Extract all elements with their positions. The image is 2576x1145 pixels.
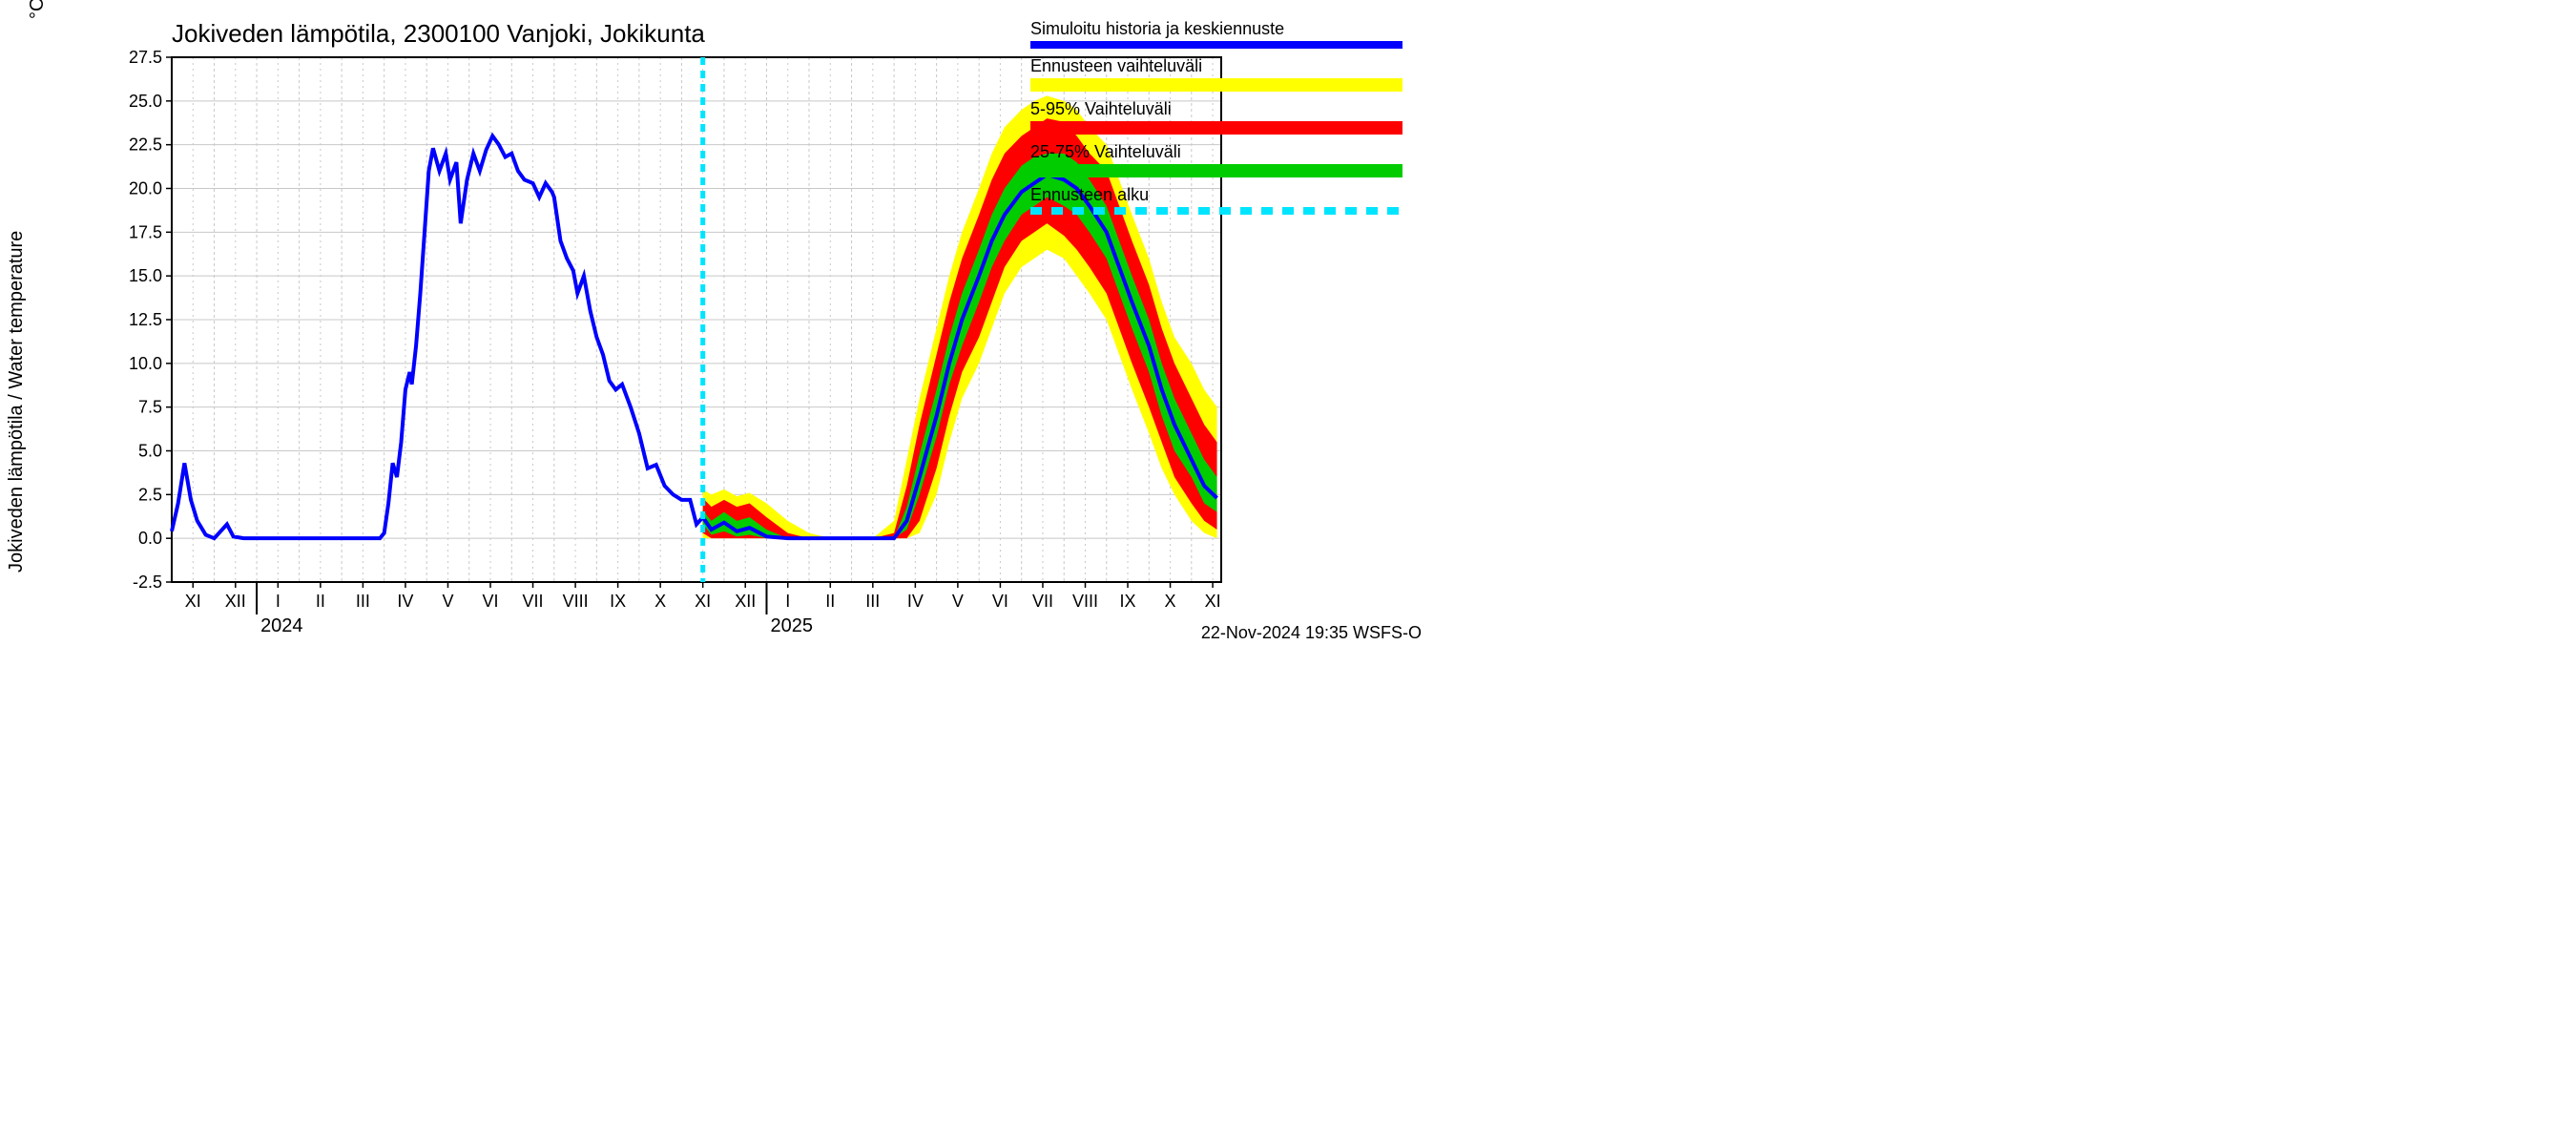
y-axis-label: Jokiveden lämpötila / Water temperature: [6, 231, 28, 572]
legend-entry: Ennusteen alku: [1030, 185, 1412, 215]
legend-label: Ennusteen alku: [1030, 185, 1412, 205]
y-tick-label: 20.0: [129, 179, 162, 198]
x-month-label: I: [276, 592, 280, 611]
x-month-label: III: [865, 592, 880, 611]
x-month-label: IX: [610, 592, 626, 611]
legend-swatch: [1030, 78, 1402, 92]
x-month-label: XI: [695, 592, 711, 611]
x-month-label: XII: [225, 592, 246, 611]
legend-label: 5-95% Vaihteluväli: [1030, 99, 1412, 119]
y-tick-label: 0.0: [138, 529, 162, 548]
x-month-label: V: [952, 592, 964, 611]
chart-container: °C Jokiveden lämpötila / Water temperatu…: [0, 0, 1431, 649]
x-month-label: IX: [1120, 592, 1136, 611]
x-year-label: 2024: [260, 615, 303, 636]
x-month-label: VIII: [1072, 592, 1098, 611]
x-month-label: II: [825, 592, 835, 611]
legend-swatch: [1030, 207, 1402, 215]
x-month-label: III: [356, 592, 370, 611]
legend-swatch: [1030, 164, 1402, 177]
x-month-label: XII: [735, 592, 756, 611]
y-tick-label: 15.0: [129, 266, 162, 285]
legend-entry: Simuloitu historia ja keskiennuste: [1030, 19, 1412, 49]
legend-entry: 25-75% Vaihteluväli: [1030, 142, 1412, 177]
legend-swatch: [1030, 121, 1402, 135]
x-year-label: 2025: [770, 615, 813, 636]
y-tick-label: 12.5: [129, 310, 162, 329]
x-month-label: I: [785, 592, 790, 611]
legend-entry: 5-95% Vaihteluväli: [1030, 99, 1412, 135]
y-tick-label: 27.5: [129, 48, 162, 67]
y-tick-label: 17.5: [129, 222, 162, 241]
legend-label: Ennusteen vaihteluväli: [1030, 56, 1412, 76]
x-month-label: VIII: [563, 592, 589, 611]
x-month-label: II: [316, 592, 325, 611]
x-month-label: VII: [523, 592, 544, 611]
y-tick-label: 25.0: [129, 92, 162, 111]
legend-entry: Ennusteen vaihteluväli: [1030, 56, 1412, 92]
legend-label: Simuloitu historia ja keskiennuste: [1030, 19, 1412, 39]
x-month-label: XI: [185, 592, 201, 611]
chart-footer: 22-Nov-2024 19:35 WSFS-O: [1201, 623, 1422, 643]
x-month-label: X: [654, 592, 666, 611]
y-unit-label: °C: [27, 0, 49, 19]
x-month-label: XI: [1205, 592, 1221, 611]
y-tick-label: 5.0: [138, 442, 162, 461]
x-month-label: VII: [1032, 592, 1053, 611]
legend-label: 25-75% Vaihteluväli: [1030, 142, 1412, 162]
x-month-label: V: [442, 592, 453, 611]
legend: Simuloitu historia ja keskiennuste Ennust…: [1030, 19, 1412, 222]
legend-swatch: [1030, 41, 1402, 49]
x-month-label: X: [1165, 592, 1176, 611]
x-month-label: IV: [397, 592, 413, 611]
y-tick-label: 7.5: [138, 398, 162, 417]
y-tick-label: 10.0: [129, 354, 162, 373]
x-month-label: VI: [992, 592, 1008, 611]
y-tick-label: 22.5: [129, 135, 162, 155]
x-month-label: IV: [907, 592, 924, 611]
y-tick-label: -2.5: [133, 572, 162, 592]
y-tick-label: 2.5: [138, 485, 162, 504]
x-month-label: VI: [483, 592, 499, 611]
